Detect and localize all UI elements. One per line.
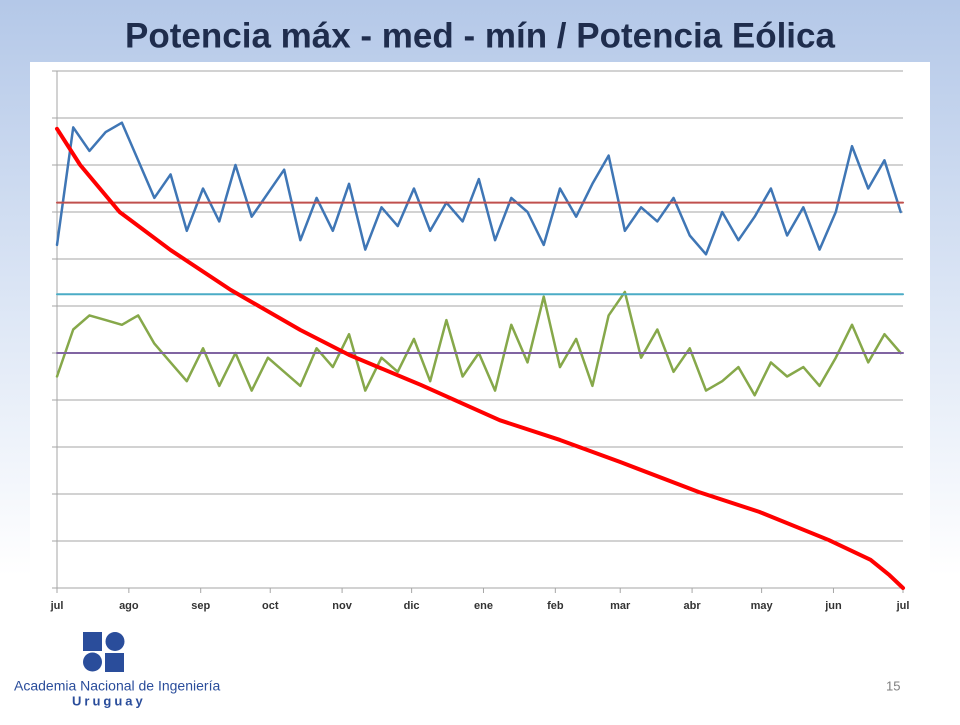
x-tick-label: jul xyxy=(50,600,64,612)
x-tick-label: ago xyxy=(119,600,139,612)
x-tick-label: jul xyxy=(896,600,910,612)
x-tick-label: dic xyxy=(404,600,420,612)
logo-square xyxy=(83,632,102,651)
x-tick-label: oct xyxy=(262,600,279,612)
series-line xyxy=(55,126,905,590)
x-tick-label: feb xyxy=(547,600,564,612)
x-tick-label: may xyxy=(751,600,774,612)
logo xyxy=(83,632,125,672)
logo-circle xyxy=(83,652,102,672)
x-tick-label: abr xyxy=(684,600,702,612)
x-tick-label: jun xyxy=(824,600,842,612)
x-tick-label: nov xyxy=(332,600,352,612)
x-tick-label: sep xyxy=(191,600,210,612)
logo-square xyxy=(105,653,124,672)
plot-background xyxy=(30,62,930,622)
logo-circle xyxy=(105,632,125,651)
x-tick-label: ene xyxy=(474,600,493,612)
page-number: 15 xyxy=(886,678,900,693)
x-tick-label: mar xyxy=(610,600,631,612)
chart-title: Potencia máx - med - mín / Potencia Eóli… xyxy=(125,16,835,55)
footer-country: Uruguay xyxy=(72,693,146,708)
footer-org: Academia Nacional de Ingeniería xyxy=(14,678,220,694)
